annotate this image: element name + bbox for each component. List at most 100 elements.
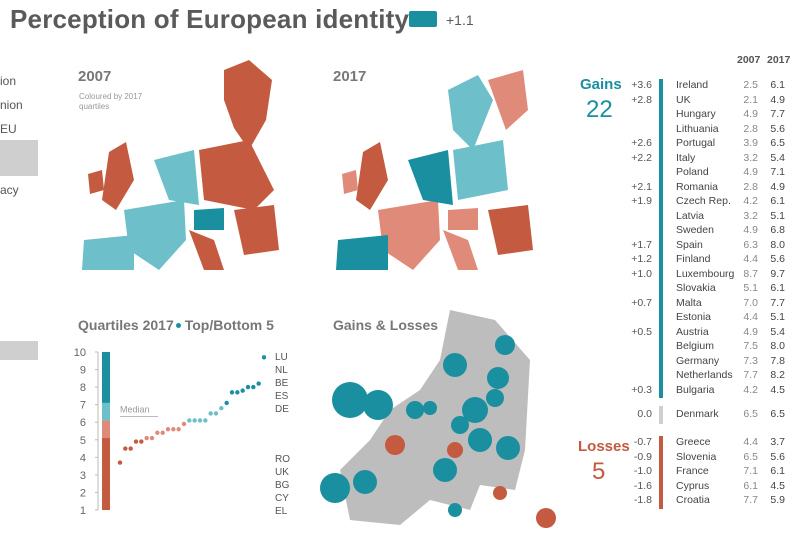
map-2007-central bbox=[194, 208, 224, 230]
nav-item-4[interactable]: acy bbox=[0, 183, 19, 197]
losses-row-2-v2017: 6.1 bbox=[770, 465, 785, 477]
gains-row-17-country: Austria bbox=[676, 325, 709, 338]
bottom5-label-BG: BG bbox=[275, 480, 290, 491]
nav-scroll-block[interactable] bbox=[0, 341, 38, 360]
gains-row-5-change: +2.2 bbox=[631, 151, 652, 164]
gains-row-21-country: Bulgaria bbox=[676, 383, 715, 396]
losses-row-3-v2017: 4.5 bbox=[770, 479, 785, 492]
gains-row-0-v2007: 2.5 bbox=[743, 79, 758, 91]
gains-row-4-v2017: 6.5 bbox=[770, 137, 785, 149]
neutral-row-country: Denmark bbox=[676, 408, 719, 420]
map-2007-germany bbox=[154, 150, 199, 205]
map-2007-iberia bbox=[82, 235, 134, 270]
gains-row-19-v2007: 7.3 bbox=[743, 354, 758, 367]
quartiles-dot-icon bbox=[175, 322, 181, 328]
bottom5-label-UK: UK bbox=[275, 467, 289, 478]
gains-row-3-v2017: 5.6 bbox=[770, 122, 785, 135]
map-2017-france bbox=[378, 200, 440, 270]
gains-row-7-v2007: 2.8 bbox=[743, 180, 758, 193]
losses-count: 5 bbox=[592, 458, 606, 485]
data-point bbox=[256, 381, 261, 386]
gains-row-13-v2007: 8.7 bbox=[743, 267, 758, 280]
top5-label-ES: ES bbox=[275, 391, 289, 402]
gains-row-0-country: Ireland bbox=[676, 79, 709, 91]
data-point bbox=[192, 418, 197, 423]
gains-row-11-v2007: 6.3 bbox=[743, 238, 758, 251]
data-point bbox=[155, 430, 160, 435]
gains-row-18-country: Belgium bbox=[676, 340, 714, 352]
bubble-hungary bbox=[468, 428, 492, 452]
gains-count: 22 bbox=[586, 96, 613, 123]
gains-row-1-v2007: 2.1 bbox=[743, 93, 758, 106]
map-2007-fennoscandia bbox=[224, 60, 272, 150]
nav-item-1[interactable]: ion bbox=[0, 74, 17, 88]
gains-row-7-country: Romania bbox=[676, 180, 719, 193]
gains-bar bbox=[659, 79, 663, 398]
gains-row-19-country: Germany bbox=[676, 354, 720, 367]
map-2017-britain bbox=[356, 142, 388, 210]
nav-item-3[interactable]: EU bbox=[0, 122, 17, 136]
top5-label-DE: DE bbox=[275, 404, 289, 415]
map-2017-balkans bbox=[488, 205, 533, 255]
losses-row-0-change: -0.7 bbox=[633, 436, 652, 448]
bubble-lux bbox=[423, 401, 437, 415]
map-2007-france bbox=[124, 200, 186, 270]
map-2017-poland bbox=[453, 140, 508, 200]
bubble-greece bbox=[493, 486, 507, 500]
nav-item-2[interactable]: nion bbox=[0, 98, 23, 112]
map-2007-east bbox=[199, 140, 274, 210]
losses-row-2-change: -1.0 bbox=[633, 465, 652, 477]
bubble-ireland bbox=[332, 382, 368, 418]
quartiles-title-b: Top/Bottom 5 bbox=[184, 317, 274, 333]
gains-row-1-country: UK bbox=[676, 93, 691, 106]
map-2017 bbox=[336, 70, 533, 270]
top5-label-NL: NL bbox=[275, 365, 288, 376]
gains-row-13-country: Luxembourg bbox=[676, 267, 735, 280]
map-2007-note-2: quartiles bbox=[79, 102, 110, 111]
gains-row-16-v2017: 5.1 bbox=[770, 311, 785, 323]
neutral-row-v2017: 6.5 bbox=[770, 408, 785, 420]
y-tick-label-6: 6 bbox=[80, 417, 86, 429]
map-2007-britain bbox=[102, 142, 134, 210]
gl-map-land bbox=[340, 310, 530, 525]
losses-row-4-change: -1.8 bbox=[633, 494, 652, 506]
gains-row-5-v2007: 3.2 bbox=[743, 151, 758, 164]
gains-row-4-v2007: 3.9 bbox=[743, 137, 758, 149]
page-title: Perception of European identity bbox=[10, 4, 410, 34]
gains-row-6-v2017: 7.1 bbox=[770, 166, 785, 178]
quartiles-chart: 1 2 3 4 5 6 7 8 9 10 Median LU NL BE ES DE RO UK BG CY EL bbox=[74, 347, 290, 517]
data-point bbox=[235, 390, 240, 395]
neutral-bar bbox=[659, 406, 663, 424]
data-point bbox=[171, 427, 176, 432]
map-2017-italy bbox=[443, 230, 478, 270]
data-point bbox=[123, 446, 128, 451]
gains-row-6-v2007: 4.9 bbox=[743, 166, 758, 178]
gains-row-11-country: Spain bbox=[676, 238, 703, 251]
gains-row-6-country: Poland bbox=[676, 166, 709, 178]
map-2007-italy bbox=[189, 230, 224, 270]
data-point bbox=[208, 411, 213, 416]
losses-row-4-v2007: 7.7 bbox=[743, 494, 758, 506]
gains-row-8-v2017: 6.1 bbox=[770, 195, 785, 207]
bottom5-label-CY: CY bbox=[275, 493, 289, 504]
data-point bbox=[213, 411, 219, 416]
losses-row-3-change: -1.6 bbox=[633, 479, 652, 492]
bubble-slovenia bbox=[447, 442, 463, 458]
data-point bbox=[139, 439, 144, 444]
gains-row-4-country: Portugal bbox=[676, 137, 716, 149]
gains-row-21-change: +0.3 bbox=[631, 383, 652, 396]
gains-losses-title: Gains & Losses bbox=[333, 317, 439, 333]
data-point bbox=[144, 435, 149, 441]
losses-label: Losses bbox=[578, 438, 630, 455]
gains-row-17-v2017: 5.4 bbox=[770, 325, 785, 338]
map-2017-iberia bbox=[336, 235, 388, 270]
y-tick-label-2: 2 bbox=[80, 487, 86, 499]
data-point bbox=[240, 388, 245, 393]
nav-item-selected[interactable] bbox=[0, 140, 38, 176]
map-2017-ireland bbox=[342, 170, 358, 194]
gains-row-20-country: Netherlands bbox=[676, 369, 733, 381]
gains-row-7-v2017: 4.9 bbox=[770, 180, 785, 193]
gains-row-17-v2007: 4.9 bbox=[743, 325, 758, 338]
gains-row-9-v2017: 5.1 bbox=[770, 209, 785, 222]
gains-row-15-v2017: 7.7 bbox=[770, 296, 785, 309]
